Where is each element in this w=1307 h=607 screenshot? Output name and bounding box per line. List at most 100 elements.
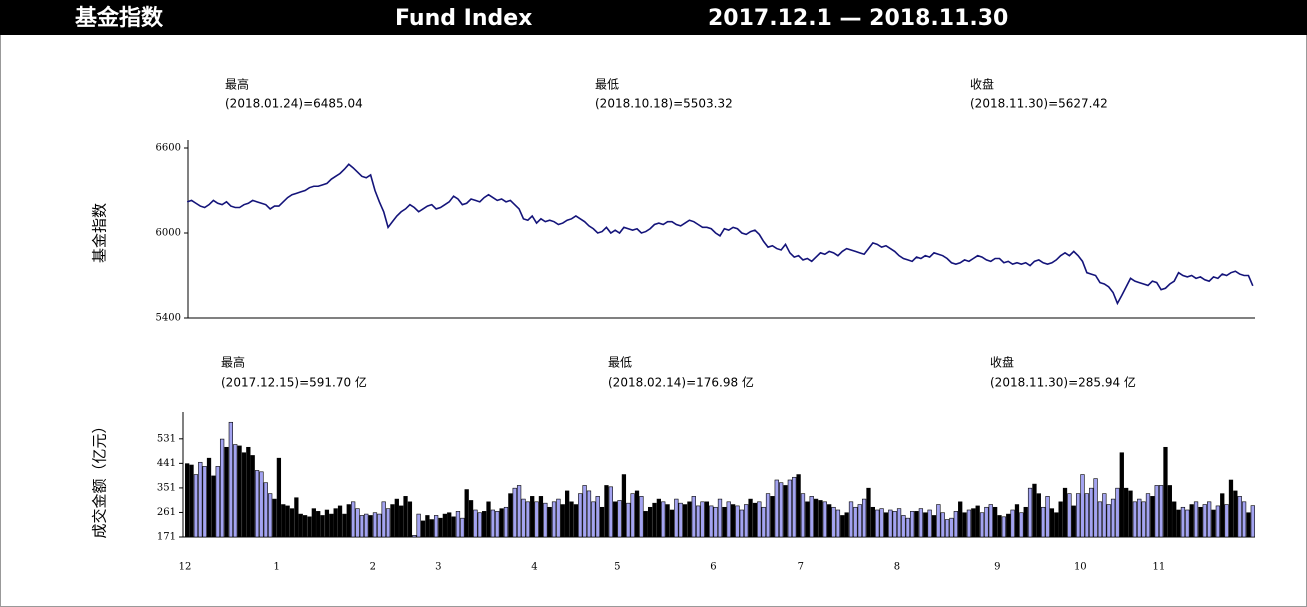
volume-bar <box>482 511 487 538</box>
volume-bar <box>468 500 474 538</box>
volume-bar <box>730 504 736 538</box>
volume-bar <box>451 516 456 538</box>
volume-bar <box>910 511 915 538</box>
volume-bar <box>394 498 399 538</box>
volume-bar <box>1233 490 1238 538</box>
volume-bar <box>879 508 884 538</box>
volume-bar <box>403 496 408 538</box>
volume-bar <box>250 455 255 538</box>
annotation-text: (2018.02.14)=176.98 亿 <box>608 375 754 390</box>
annotation-label: 最高 <box>225 77 249 92</box>
volume-bar <box>787 479 793 538</box>
volume-bar <box>1071 505 1076 538</box>
volume-bar <box>770 496 775 538</box>
volume-bar <box>713 506 718 538</box>
volume-bar <box>281 504 286 538</box>
volume-bar <box>966 509 972 538</box>
volume-bar <box>844 512 849 538</box>
volume-bar <box>228 421 233 538</box>
x-tick-label: 12 <box>179 562 192 573</box>
annotation-text: (2018.01.24)=6485.04 <box>225 97 363 111</box>
volume-bar <box>1193 501 1199 538</box>
volume-bar <box>254 470 260 538</box>
volume-bar <box>923 512 928 538</box>
volume-bar <box>617 500 622 538</box>
annotation-text: (2018.10.18)=5503.32 <box>595 97 733 111</box>
volume-bar <box>626 502 631 538</box>
volume-bar <box>682 504 688 538</box>
y-tick-label: 5400 <box>156 313 181 324</box>
volume-bar <box>613 501 618 538</box>
volume-bar <box>779 482 784 538</box>
volume-bar <box>1124 487 1129 538</box>
volume-bar <box>1172 501 1177 538</box>
volume-bar <box>351 501 356 538</box>
volume-bar <box>595 496 600 538</box>
volume-bar <box>420 520 426 538</box>
volume-bar <box>320 515 325 538</box>
volume-bar <box>1106 504 1111 538</box>
volume-bar <box>1132 501 1138 538</box>
x-tick-label: 1 <box>274 562 280 573</box>
volume-bar <box>342 513 347 538</box>
volume-bar <box>569 501 574 538</box>
volume-bar <box>530 496 535 538</box>
volume-bar <box>656 498 661 538</box>
header-bar <box>0 0 1307 35</box>
volume-bar <box>892 511 897 538</box>
volume-bar <box>853 506 858 538</box>
volume-bar <box>586 490 592 538</box>
volume-bar <box>674 498 679 538</box>
volume-bar <box>717 498 723 538</box>
volume-bar <box>1036 493 1041 538</box>
volume-bar <box>949 517 954 538</box>
volume-bar <box>302 515 308 538</box>
annotation-label: 最低 <box>595 78 619 92</box>
volume-bar <box>1207 501 1212 538</box>
volume-bar <box>757 501 762 538</box>
volume-bar <box>429 519 434 538</box>
volume-bar <box>1010 509 1015 538</box>
x-tick-label: 9 <box>994 562 1000 573</box>
volume-bar <box>355 508 360 538</box>
volume-bar <box>744 504 749 538</box>
volume-bar <box>997 515 1002 538</box>
volume-bar <box>979 512 985 538</box>
volume-bar <box>1154 485 1159 538</box>
volume-bar <box>1224 504 1229 538</box>
volume-bar <box>840 515 845 538</box>
x-tick-label: 3 <box>435 562 441 573</box>
volume-bar <box>425 515 430 538</box>
volume-bar <box>1202 504 1207 538</box>
volume-bar <box>1250 505 1255 538</box>
volume-bar <box>359 515 365 538</box>
volume-bar <box>1080 474 1085 538</box>
volume-bar <box>805 501 810 538</box>
volume-bar <box>333 508 338 538</box>
x-tick-label: 8 <box>894 562 900 573</box>
volume-bar <box>276 457 282 538</box>
annotation-text: (2017.12.15)=591.70 亿 <box>221 375 367 390</box>
volume-bar <box>700 501 705 538</box>
volume-bar <box>988 504 993 538</box>
volume-bar <box>835 509 841 538</box>
volume-bar <box>477 512 482 538</box>
volume-bar <box>1089 487 1094 538</box>
volume-bar <box>818 500 823 538</box>
volume-bar <box>263 482 268 538</box>
title-en: Fund Index <box>395 6 532 31</box>
x-tick-label: 5 <box>614 562 620 573</box>
volume-bar <box>687 501 692 538</box>
volume-bar <box>748 498 753 538</box>
annotation-label: 最高 <box>221 355 245 370</box>
volume-bar <box>639 496 644 538</box>
volume-bar <box>630 493 635 538</box>
volume-bar <box>486 501 491 538</box>
volume-bar <box>1220 493 1225 538</box>
volume-bar <box>1023 506 1028 538</box>
volume-bar <box>307 516 312 538</box>
volume-bar <box>438 517 443 538</box>
volume-bar <box>547 506 552 538</box>
volume-bar <box>761 506 766 538</box>
